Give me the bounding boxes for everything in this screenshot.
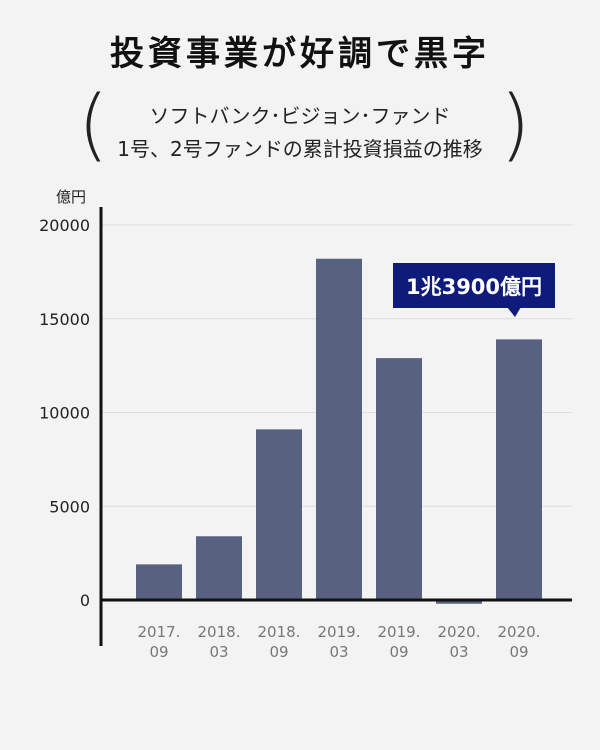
x-tick-label: 2018. 09 (258, 623, 301, 661)
y-axis-unit-label: 億円 (56, 188, 87, 206)
x-tick-label: 2019. 03 (318, 623, 361, 661)
bar (436, 600, 482, 604)
x-tick-label: 2017. 09 (138, 623, 181, 661)
y-tick-label: 10000 (39, 404, 90, 423)
bar (376, 358, 422, 600)
callout-pointer (507, 307, 521, 317)
subtitle-line-1: ソフトバンク･ビジョン･ファンド (149, 104, 451, 128)
x-tick-label: 2020. 09 (498, 623, 541, 661)
close-parenthesis: ) (500, 80, 531, 170)
callout-box (393, 263, 555, 308)
bar (496, 339, 542, 600)
bar (316, 258, 362, 600)
bar (256, 429, 302, 600)
chart-title: 投資事業が好調で黒字 (110, 34, 490, 74)
chart-subtitle: ソフトバンク･ビジョン･ファンド 1号、2号ファンドの累計投資損益の推移 (0, 100, 600, 166)
x-tick-label: 2019. 09 (378, 623, 421, 661)
y-tick-label: 5000 (49, 497, 90, 516)
y-tick-label: 20000 (39, 216, 90, 235)
y-tick-label: 0 (80, 591, 90, 610)
open-parenthesis: ( (78, 80, 109, 170)
callout-label: 1兆3900億円 (406, 275, 542, 299)
x-tick-label: 2018. 03 (198, 623, 241, 661)
bar (136, 564, 182, 600)
subtitle-line-2: 1号、2号ファンドの累計投資損益の推移 (117, 137, 483, 161)
y-tick-label: 15000 (39, 310, 90, 329)
bar (196, 536, 242, 600)
x-tick-label: 2020. 03 (438, 623, 481, 661)
